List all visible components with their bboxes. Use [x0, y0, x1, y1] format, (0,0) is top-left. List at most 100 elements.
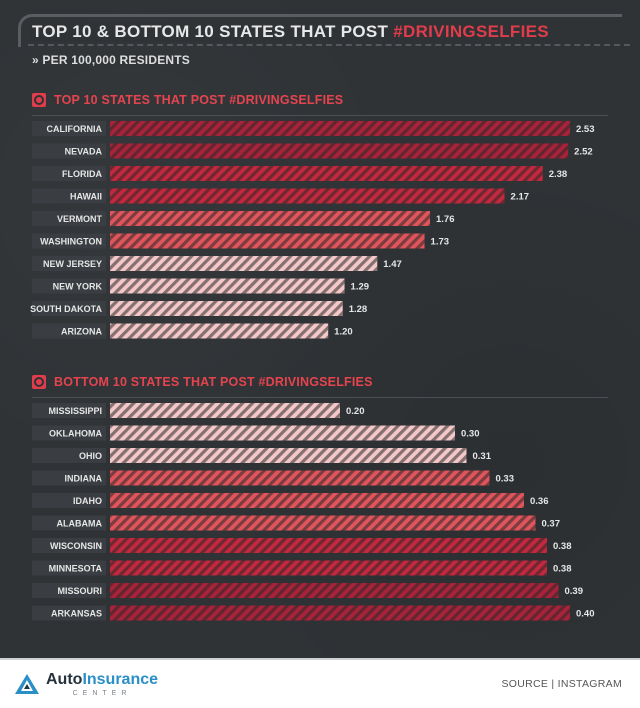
category-label: NEVADA — [65, 147, 103, 157]
category-label: WISCONSIN — [50, 541, 102, 551]
category-label: MISSOURI — [57, 586, 102, 596]
category-label-bg — [32, 515, 106, 531]
source-credit: SOURCE | INSTAGRAM — [501, 678, 622, 690]
category-label: ARKANSAS — [51, 609, 102, 619]
category-label-bg — [32, 143, 106, 159]
footer: AutoInsurance CENTER SOURCE | INSTAGRAM — [0, 658, 640, 708]
logo-subtext: CENTER — [72, 689, 132, 697]
data-label: 0.31 — [473, 451, 492, 462]
data-label: 0.38 — [553, 541, 572, 552]
data-label: 2.38 — [549, 169, 568, 180]
section-divider — [32, 115, 608, 116]
data-label: 1.76 — [436, 214, 455, 225]
data-label: 0.20 — [346, 406, 365, 417]
category-label-bg — [32, 323, 106, 339]
data-label: 2.53 — [576, 124, 595, 135]
category-label: NEW JERSEY — [43, 259, 102, 269]
category-label-bg — [32, 448, 106, 463]
road-edge-line — [18, 14, 622, 47]
bar-stripes — [110, 425, 455, 441]
category-label: VERMONT — [57, 214, 103, 224]
category-label: HAWAII — [70, 192, 102, 202]
data-label: 0.40 — [576, 609, 595, 620]
data-label: 0.33 — [496, 474, 515, 485]
subtitle: » PER 100,000 RESIDENTS — [32, 53, 191, 67]
bar-stripes — [110, 470, 490, 486]
category-label: SOUTH DAKOTA — [30, 304, 102, 314]
bar-stripes — [110, 448, 467, 463]
category-label-bg — [32, 121, 106, 136]
section-divider — [32, 397, 608, 398]
category-label: INDIANA — [65, 474, 103, 484]
chart-bottom-states: MISSISSIPPI 0.20 OKLAHOMA 0.30 OHIO 0.31 INDIA… — [32, 403, 595, 621]
record-icon — [32, 93, 46, 107]
category-label-bg — [32, 188, 106, 204]
category-label: FLORIDA — [62, 169, 102, 179]
bar-stripes — [110, 605, 570, 621]
bar-stripes — [110, 143, 569, 159]
data-label: 2.17 — [511, 192, 529, 203]
bar-stripes — [110, 403, 340, 418]
category-label-bg — [32, 605, 106, 621]
bar-stripes — [110, 166, 543, 181]
category-label: CALIFORNIA — [47, 124, 103, 134]
category-label: ARIZONA — [61, 327, 102, 337]
category-label-bg — [32, 403, 106, 418]
bar-stripes — [110, 121, 570, 136]
category-label: NEW YORK — [53, 282, 103, 292]
bar-chart: CALIFORNIA 2.53 NEVADA 2.52 FLORIDA 2.38 HAWAI… — [30, 121, 595, 621]
logo-mark-icon — [15, 674, 39, 694]
section-title-top: TOP 10 STATES THAT POST #DRIVINGSELFIES — [54, 93, 344, 107]
category-label: MISSISSIPPI — [48, 406, 102, 416]
category-label-bg — [32, 211, 106, 226]
chart-top-states: CALIFORNIA 2.53 NEVADA 2.52 FLORIDA 2.38 HAWAI… — [30, 121, 595, 339]
logo-text-insurance: Insurance — [82, 670, 159, 688]
category-label-bg — [32, 538, 106, 553]
category-label: OHIO — [79, 451, 102, 461]
logo-text-auto: Auto — [46, 670, 83, 688]
category-label-bg — [32, 256, 106, 271]
category-label: WASHINGTON — [40, 237, 102, 247]
category-label-bg — [32, 560, 106, 576]
category-label: OKLAHOMA — [49, 429, 102, 439]
category-label-bg — [32, 470, 106, 486]
page-title: TOP 10 & BOTTOM 10 STATES THAT POST #DRI… — [30, 22, 555, 42]
data-label: 0.37 — [542, 519, 561, 530]
data-label: 0.30 — [461, 429, 480, 440]
record-icon — [32, 375, 46, 389]
title-prefix: TOP 10 & BOTTOM 10 STATES THAT POST — [32, 22, 394, 41]
bar-stripes — [110, 211, 430, 226]
section-head-top: TOP 10 STATES THAT POST #DRIVINGSELFIES — [32, 91, 608, 116]
data-label: 1.47 — [383, 259, 402, 270]
bar-stripes — [110, 583, 559, 598]
bar-stripes — [110, 301, 343, 316]
data-label: 1.29 — [351, 282, 370, 293]
category-label: ALABAMA — [57, 519, 103, 529]
data-label: 0.38 — [553, 564, 572, 575]
category-label-bg — [32, 166, 106, 181]
category-label: MINNESOTA — [49, 564, 103, 574]
bar-stripes — [110, 188, 505, 204]
bar-stripes — [110, 233, 425, 249]
category-label-bg — [32, 278, 106, 294]
bar-stripes — [110, 560, 547, 576]
title-highlight: #DRIVINGSELFIES — [393, 22, 549, 41]
bar-stripes — [110, 323, 329, 339]
bar-stripes — [110, 493, 524, 508]
data-label: 0.39 — [565, 586, 584, 597]
brand-logo[interactable]: AutoInsurance CENTER — [14, 670, 158, 698]
category-label-bg — [32, 425, 106, 441]
bar-stripes — [110, 256, 378, 271]
bar-stripes — [110, 515, 536, 531]
category-label-bg — [32, 493, 106, 508]
data-label: 0.36 — [530, 496, 549, 507]
section-head-bottom: BOTTOM 10 STATES THAT POST #DRIVINGSELFI… — [32, 373, 608, 398]
bar-stripes — [110, 278, 345, 294]
bar-stripes — [110, 538, 547, 553]
data-label: 2.52 — [574, 147, 593, 158]
data-label: 1.20 — [334, 327, 353, 338]
category-label: IDAHO — [73, 496, 102, 506]
data-label: 1.28 — [349, 304, 368, 315]
data-label: 1.73 — [431, 237, 450, 248]
category-label-bg — [32, 301, 106, 316]
